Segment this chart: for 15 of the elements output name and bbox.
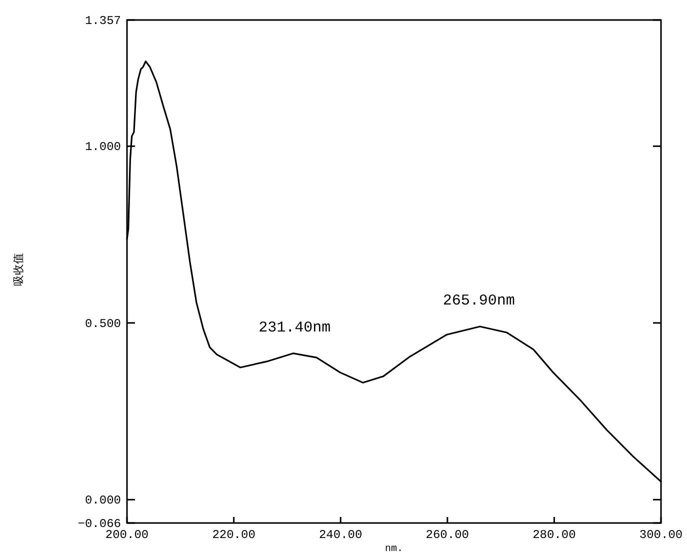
y-tick-label: 0.000	[84, 494, 121, 508]
x-tick-label: 240.00	[318, 528, 362, 542]
y-tick-label: 1.357	[84, 14, 121, 28]
x-tick-label: 220.00	[212, 528, 256, 542]
x-tick-label: 200.00	[105, 528, 149, 542]
y-tick-label: 0.500	[84, 316, 121, 331]
y-axis-title: 吸收值	[13, 253, 26, 286]
annotation: 265.90nm	[442, 292, 515, 310]
y-tick-label: 1.000	[84, 140, 121, 154]
x-tick-label: 300.00	[639, 528, 683, 542]
x-tick-label: 280.00	[532, 528, 576, 542]
annotation: 231.40nm	[258, 319, 331, 336]
y-tick-label: −0.066	[78, 517, 121, 531]
x-tick-label: 260.00	[426, 528, 470, 542]
x-axis-title: nm.	[384, 544, 404, 554]
